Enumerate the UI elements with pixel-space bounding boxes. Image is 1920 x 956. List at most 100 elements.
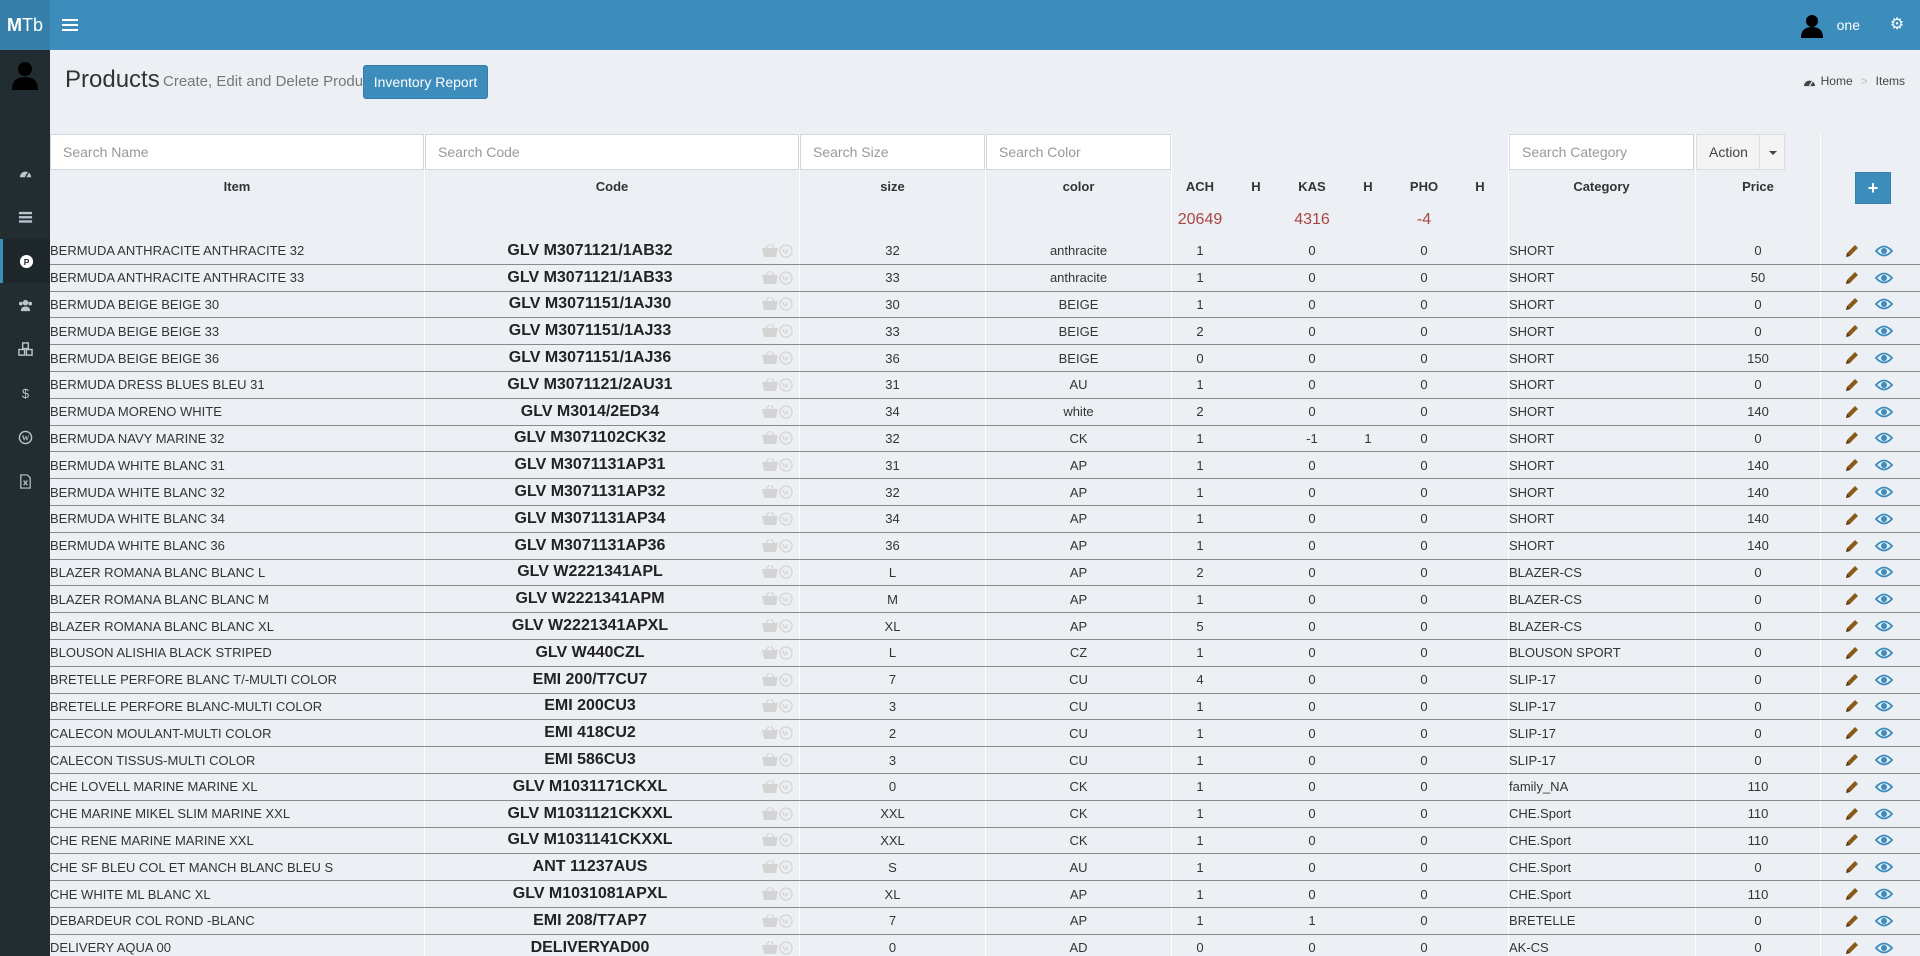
view-eye-icon[interactable] xyxy=(1872,238,1896,264)
column-header-size[interactable]: size xyxy=(880,178,905,194)
breadcrumb-home[interactable]: Home xyxy=(1820,74,1853,88)
sidebar-item-wordpress[interactable]: W xyxy=(0,415,50,459)
search-name-input[interactable] xyxy=(50,134,424,170)
wordpress-icon[interactable]: W xyxy=(779,351,793,365)
wordpress-icon[interactable]: W xyxy=(779,914,793,928)
wordpress-icon[interactable]: W xyxy=(779,699,793,714)
edit-pencil-icon[interactable] xyxy=(1840,506,1864,532)
table-row[interactable]: BERMUDA DRESS BLUES BLEU 31 GLV M3071121/… xyxy=(50,372,1920,399)
view-eye-icon[interactable] xyxy=(1872,560,1896,586)
wordpress-icon[interactable]: W xyxy=(779,673,793,687)
edit-pencil-icon[interactable] xyxy=(1840,694,1864,720)
edit-pencil-icon[interactable] xyxy=(1840,908,1864,934)
sidebar-toggle-icon[interactable] xyxy=(62,16,78,34)
table-row[interactable]: BERMUDA WHITE BLANC 34 GLV M3071131AP34 34… xyxy=(50,506,1920,533)
basket-icon[interactable] xyxy=(761,324,779,338)
basket-icon[interactable] xyxy=(761,726,779,740)
view-eye-icon[interactable] xyxy=(1872,345,1896,371)
wordpress-icon[interactable]: W xyxy=(779,726,793,740)
edit-pencil-icon[interactable] xyxy=(1840,399,1864,425)
table-row[interactable]: BERMUDA NAVY MARINE 32 GLV M3071102CK32 32… xyxy=(50,426,1920,453)
edit-pencil-icon[interactable] xyxy=(1840,667,1864,693)
basket-icon[interactable] xyxy=(761,458,779,472)
table-row[interactable]: BERMUDA ANTHRACITE ANTHRACITE 32 GLV M307… xyxy=(50,238,1920,265)
basket-icon[interactable] xyxy=(761,806,779,821)
user-menu[interactable]: one xyxy=(1799,0,1860,50)
basket-icon[interactable] xyxy=(761,779,779,794)
edit-pencil-icon[interactable] xyxy=(1840,479,1864,505)
table-row[interactable]: DELIVERY AQUA 00 DELIVERYAD00 0 AD 0 0 0 AK-CS 0… xyxy=(50,935,1920,956)
view-eye-icon[interactable] xyxy=(1872,881,1896,907)
sidebar-item-users[interactable] xyxy=(0,283,50,327)
wordpress-icon[interactable]: W xyxy=(779,941,793,955)
column-header-kas[interactable]: KAS xyxy=(1298,178,1326,194)
view-eye-icon[interactable] xyxy=(1872,908,1896,934)
sidebar-item-export[interactable] xyxy=(0,459,50,503)
wordpress-icon[interactable]: W xyxy=(779,485,793,499)
view-eye-icon[interactable] xyxy=(1872,720,1896,746)
wordpress-icon[interactable]: W xyxy=(779,592,793,606)
table-row[interactable]: DEBARDEUR COL ROND -BLANC EMI 208/T7AP7 7 A… xyxy=(50,908,1920,935)
basket-icon[interactable] xyxy=(761,511,779,526)
view-eye-icon[interactable] xyxy=(1872,613,1896,639)
column-header-h2[interactable]: H xyxy=(1363,178,1373,194)
wordpress-icon[interactable]: W xyxy=(779,378,793,392)
search-size-input[interactable] xyxy=(800,134,985,170)
edit-pencil-icon[interactable] xyxy=(1840,854,1864,880)
view-eye-icon[interactable] xyxy=(1872,667,1896,693)
sidebar-item-cubes[interactable] xyxy=(0,327,50,371)
wordpress-icon[interactable]: W xyxy=(779,405,793,419)
wordpress-icon[interactable]: W xyxy=(779,431,793,446)
gears-icon[interactable]: ⚙ xyxy=(1889,16,1905,33)
wordpress-icon[interactable]: W xyxy=(779,512,793,526)
table-row[interactable]: BERMUDA WHITE BLANC 32 GLV M3071131AP32 32… xyxy=(50,479,1920,506)
edit-pencil-icon[interactable] xyxy=(1840,747,1864,773)
column-header-category[interactable]: Category xyxy=(1573,178,1630,194)
basket-icon[interactable] xyxy=(761,753,779,767)
basket-icon[interactable] xyxy=(761,860,779,874)
wordpress-icon[interactable]: W xyxy=(779,780,793,794)
table-row[interactable]: BERMUDA BEIGE BEIGE 30 GLV M3071151/1AJ30… xyxy=(50,292,1920,319)
basket-icon[interactable] xyxy=(761,645,779,660)
basket-icon[interactable] xyxy=(761,377,779,392)
sidebar-item-finance[interactable]: $ xyxy=(0,371,50,415)
wordpress-icon[interactable]: W xyxy=(779,458,793,472)
edit-pencil-icon[interactable] xyxy=(1840,828,1864,854)
wordpress-icon[interactable]: W xyxy=(779,619,793,633)
basket-icon[interactable] xyxy=(761,270,779,285)
edit-pencil-icon[interactable] xyxy=(1840,774,1864,800)
view-eye-icon[interactable] xyxy=(1872,452,1896,478)
column-header-h1[interactable]: H xyxy=(1251,178,1261,194)
edit-pencil-icon[interactable] xyxy=(1840,265,1864,291)
table-row[interactable]: BLOUSON ALISHIA BLACK STRIPED GLV W440CZL… xyxy=(50,640,1920,667)
table-row[interactable]: CHE WHITE ML BLANC XL GLV M1031081APXL XL A… xyxy=(50,881,1920,908)
wordpress-icon[interactable]: W xyxy=(779,244,793,258)
edit-pencil-icon[interactable] xyxy=(1840,640,1864,666)
view-eye-icon[interactable] xyxy=(1872,854,1896,880)
view-eye-icon[interactable] xyxy=(1872,479,1896,505)
edit-pencil-icon[interactable] xyxy=(1840,935,1864,956)
sidebar-item-list[interactable] xyxy=(0,195,50,239)
column-header-h3[interactable]: H xyxy=(1475,178,1485,194)
edit-pencil-icon[interactable] xyxy=(1840,613,1864,639)
wordpress-icon[interactable]: W xyxy=(779,887,793,901)
column-header-code[interactable]: Code xyxy=(595,178,629,194)
wordpress-icon[interactable]: W xyxy=(779,324,793,338)
edit-pencil-icon[interactable] xyxy=(1840,238,1864,264)
add-product-button[interactable]: + xyxy=(1855,172,1891,204)
basket-icon[interactable] xyxy=(761,699,779,713)
table-row[interactable]: BLAZER ROMANA BLANC BLANC M GLV W2221341A… xyxy=(50,586,1920,614)
view-eye-icon[interactable] xyxy=(1872,506,1896,532)
view-eye-icon[interactable] xyxy=(1872,694,1896,720)
basket-icon[interactable] xyxy=(761,833,779,847)
view-eye-icon[interactable] xyxy=(1872,292,1896,318)
wordpress-icon[interactable]: W xyxy=(779,271,793,285)
basket-icon[interactable] xyxy=(761,431,779,445)
column-header-item[interactable]: Item xyxy=(223,178,251,194)
wordpress-icon[interactable]: W xyxy=(779,807,793,821)
search-category-input[interactable] xyxy=(1509,134,1694,170)
edit-pencil-icon[interactable] xyxy=(1840,426,1864,452)
table-row[interactable]: CHE SF BLEU COL ET MANCH BLANC BLEU S ANT… xyxy=(50,854,1920,882)
edit-pencil-icon[interactable] xyxy=(1840,452,1864,478)
app-logo[interactable]: MTb xyxy=(0,0,50,50)
